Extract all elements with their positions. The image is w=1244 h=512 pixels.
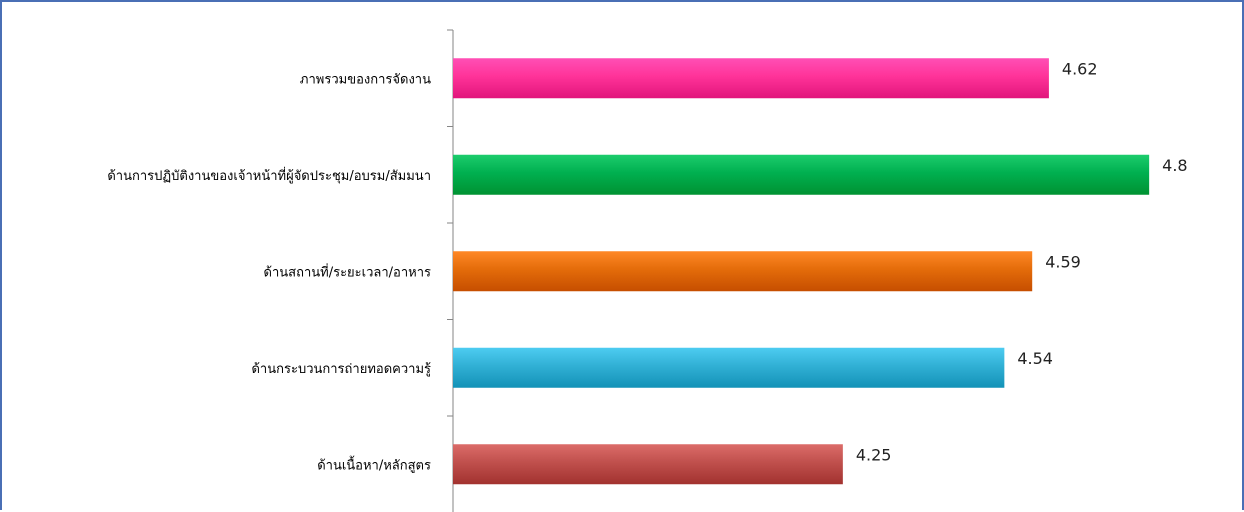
category-labels: ภาพรวมของการจัดงานด้านการปฏิบัติงานของเจ… xyxy=(107,72,431,473)
category-label: ด้านกระบวนการถ่ายทอดความรู้ xyxy=(251,362,431,377)
data-label: 4.59 xyxy=(1045,252,1081,271)
bar xyxy=(453,444,843,485)
y-axis xyxy=(447,29,454,512)
bar xyxy=(453,347,1005,388)
bar xyxy=(453,154,1150,195)
data-label: 4.62 xyxy=(1062,59,1098,78)
category-label: ด้านสถานที่/ระยะเวลา/อาหาร xyxy=(264,263,432,280)
bar xyxy=(453,251,1033,292)
data-label: 4.25 xyxy=(856,445,892,464)
category-label: ด้านการปฏิบัติงานของเจ้าหน้าที่ผู้จัดประ… xyxy=(107,167,431,184)
data-label: 4.8 xyxy=(1162,156,1187,175)
bars xyxy=(453,58,1150,485)
category-label: ด้านเนื้อหา/หลักสูตร xyxy=(317,455,431,473)
data-label: 4.54 xyxy=(1017,349,1053,368)
category-label: ภาพรวมของการจัดงาน xyxy=(300,72,431,87)
bar xyxy=(453,58,1049,99)
value-labels: 4.62 4.8 4.59 4.54 4.25 xyxy=(856,59,1188,464)
